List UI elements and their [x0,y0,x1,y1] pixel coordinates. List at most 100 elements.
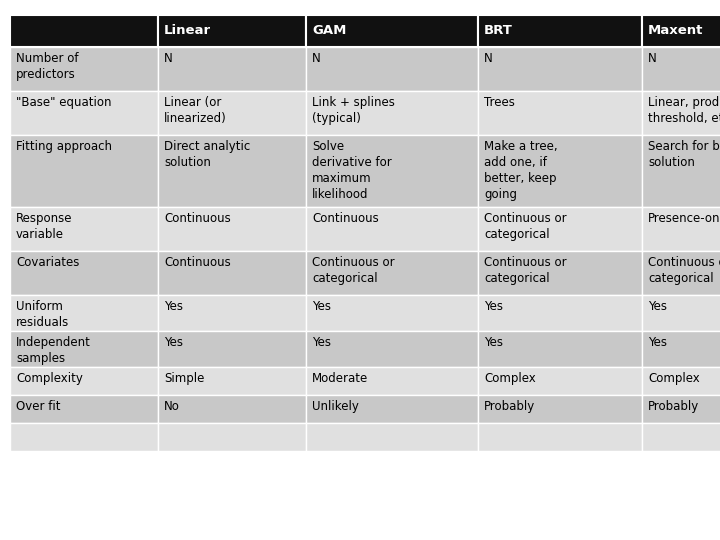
Bar [10,251,158,295]
Bar [478,251,642,295]
Bar [642,367,720,395]
Bar [10,423,158,451]
Bar [642,207,720,251]
Bar [478,15,642,47]
Text: BRT: BRT [484,24,513,37]
Text: Linear: Linear [164,24,211,37]
Bar [306,295,478,331]
Text: Continuous: Continuous [164,212,230,225]
Text: No: No [164,400,180,413]
Bar [642,395,720,423]
Bar [642,395,720,423]
Text: Covariates: Covariates [16,256,79,269]
Text: Continuous or
categorical: Continuous or categorical [312,256,395,285]
Bar [158,47,306,91]
Bar [158,423,306,451]
Bar [642,47,720,91]
Bar [158,295,306,331]
Bar [158,395,306,423]
Bar [158,367,306,395]
Text: Linear (or
linearized): Linear (or linearized) [164,96,227,125]
Bar [478,423,642,451]
Text: Yes: Yes [648,336,667,349]
Bar [158,295,306,331]
Text: Complex: Complex [484,372,536,385]
Text: Yes: Yes [484,336,503,349]
Text: Link + splines
(typical): Link + splines (typical) [312,96,395,125]
Text: Solve
derivative for
maximum
likelihood: Solve derivative for maximum likelihood [312,140,392,201]
Bar [478,135,642,207]
Bar [478,91,642,135]
Bar [478,423,642,451]
Bar [642,47,720,91]
Bar [306,395,478,423]
Text: Continuous: Continuous [164,256,230,269]
Bar [10,207,158,251]
Bar [642,15,720,47]
Bar [478,135,642,207]
Bar [158,207,306,251]
Bar [158,331,306,367]
Bar [478,367,642,395]
Text: GAM: GAM [312,24,346,37]
Bar [10,367,158,395]
Text: Linear, product,
threshold, etc.: Linear, product, threshold, etc. [648,96,720,125]
Bar [642,295,720,331]
Bar [10,91,158,135]
Bar [158,423,306,451]
Text: Probably: Probably [648,400,699,413]
Text: Trees: Trees [484,96,515,109]
Bar [642,295,720,331]
Bar [158,91,306,135]
Text: N: N [312,52,320,65]
Bar [158,15,306,47]
Text: Continuous or
categorical: Continuous or categorical [484,256,567,285]
Bar [478,295,642,331]
Bar [478,47,642,91]
Text: Yes: Yes [312,300,331,313]
Bar [306,207,478,251]
Bar [158,251,306,295]
Bar [642,251,720,295]
Bar [306,331,478,367]
Text: Search for best
solution: Search for best solution [648,140,720,169]
Text: Continuous: Continuous [312,212,379,225]
Text: Yes: Yes [164,336,183,349]
Text: N: N [484,52,492,65]
Bar [158,47,306,91]
Bar [306,207,478,251]
Bar [306,135,478,207]
Bar [306,15,478,47]
Bar [642,423,720,451]
Bar [306,15,478,47]
Bar [642,251,720,295]
Bar [158,331,306,367]
Text: N: N [164,52,173,65]
Text: Moderate: Moderate [312,372,368,385]
Bar [158,15,306,47]
Bar [642,91,720,135]
Bar [306,423,478,451]
Bar [478,367,642,395]
Text: Probably: Probably [484,400,535,413]
Text: N: N [648,52,657,65]
Text: "Base" equation: "Base" equation [16,96,112,109]
Bar [642,15,720,47]
Text: Direct analytic
solution: Direct analytic solution [164,140,251,169]
Bar [306,47,478,91]
Bar [10,295,158,331]
Text: Uniform
residuals: Uniform residuals [16,300,69,329]
Bar [478,295,642,331]
Bar [478,331,642,367]
Bar [158,207,306,251]
Bar [478,15,642,47]
Bar [10,207,158,251]
Bar [306,91,478,135]
Bar [306,423,478,451]
Text: Simple: Simple [164,372,204,385]
Bar [158,367,306,395]
Bar [10,331,158,367]
Bar [10,395,158,423]
Text: Yes: Yes [312,336,331,349]
Bar [306,367,478,395]
